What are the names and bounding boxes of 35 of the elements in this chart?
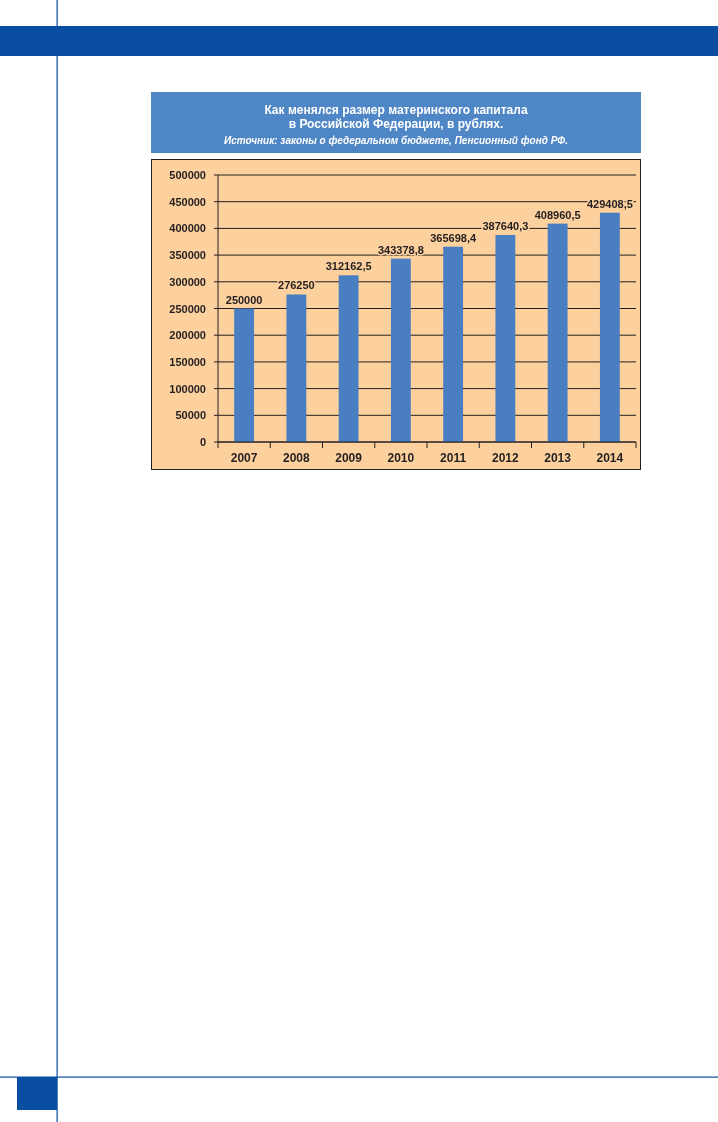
y-tick-label: 350000 — [169, 249, 206, 262]
y-tick-label: 200000 — [169, 329, 206, 342]
bar — [547, 223, 568, 442]
bar — [390, 258, 411, 442]
bar — [234, 308, 255, 442]
x-tick-label: 2014 — [596, 451, 624, 465]
chart-title: Как менялся размер материнского капитала в Российской Федерации, в рублях. — [264, 103, 528, 131]
data-label: 343378,8 — [377, 243, 424, 256]
data-label: 312162,5 — [325, 260, 372, 273]
data-label: 365698,4 — [430, 231, 477, 244]
bar — [495, 235, 516, 442]
data-label: 250000 — [225, 293, 263, 306]
bar — [599, 212, 620, 442]
x-tick-label: 2008 — [283, 451, 311, 465]
data-label: 408960,5 — [534, 208, 581, 221]
x-tick-label: 2007 — [230, 451, 258, 465]
y-tick-label: 100000 — [169, 382, 206, 395]
y-tick-label: 300000 — [169, 275, 206, 288]
y-tick-label: 50000 — [175, 409, 206, 422]
y-tick-label: 0 — [199, 436, 206, 448]
text: Источник: законы о федеральном бюджете, Пенсионный фонд РФ. — [224, 134, 568, 146]
x-tick-label: 2011 — [440, 451, 467, 465]
bar — [286, 294, 307, 442]
x-tick-label: 2010 — [387, 451, 415, 465]
y-tick-label: 250000 — [169, 302, 206, 315]
bar — [338, 275, 359, 442]
data-label: 276250 — [278, 279, 315, 292]
bar — [443, 246, 464, 442]
x-tick-label: 2009 — [335, 451, 363, 465]
y-tick-label: 500000 — [169, 169, 206, 181]
y-tick-label: 150000 — [169, 355, 206, 368]
x-tick-label: 2012 — [492, 451, 520, 465]
y-tick-label: 450000 — [169, 195, 206, 208]
x-tick-label: 2013 — [544, 451, 572, 465]
y-tick-label: 400000 — [169, 222, 206, 235]
